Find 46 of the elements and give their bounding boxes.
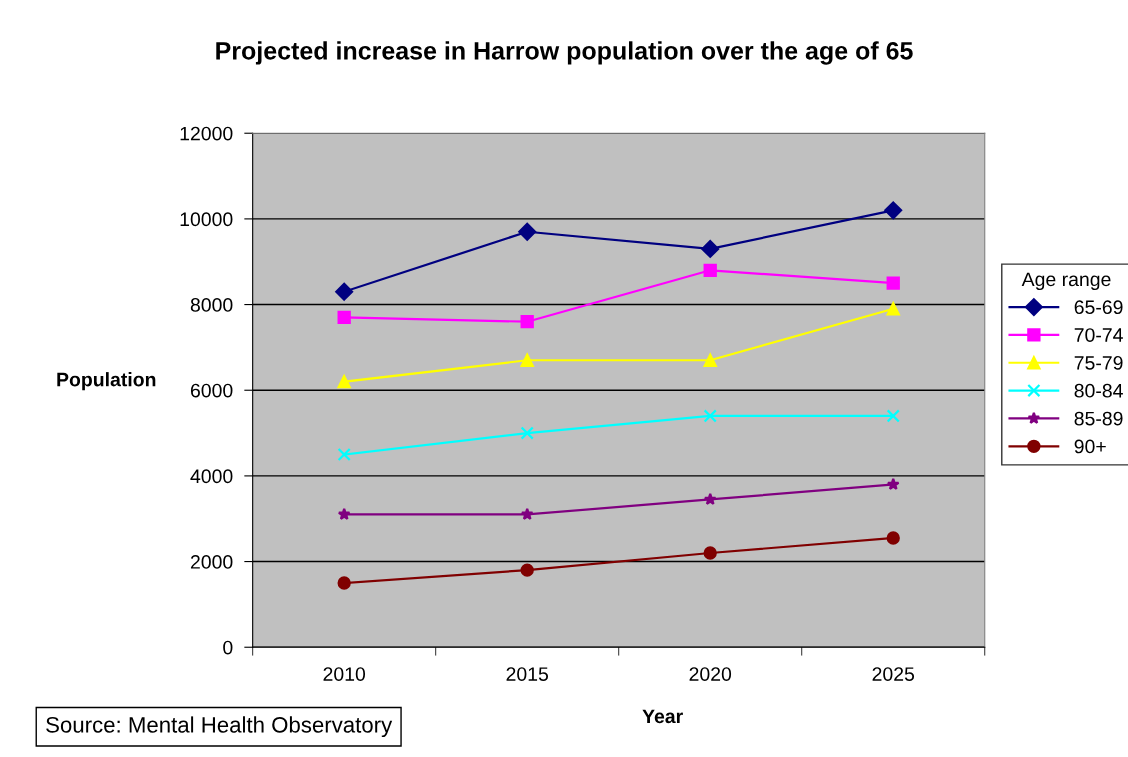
point [337,576,351,590]
source-note: Source: Mental Health Observatory [46,716,393,738]
point [703,409,717,423]
legend-label: 75-79 [1074,355,1123,370]
x-tick-label: 2025 [872,667,915,681]
y-axis-title: Population [57,372,156,391]
point [884,201,903,220]
y-tick-label: 10000 [180,212,233,227]
y-tick-label: 4000 [190,469,233,484]
x-tick-label: 2010 [323,667,366,681]
legend-label: 65-69 [1074,300,1123,315]
x-tick-label: 2015 [506,667,549,681]
point [703,263,717,277]
point [701,239,720,258]
point [886,409,900,423]
point [886,531,900,545]
point [520,563,534,577]
legend-label: 90+ [1074,439,1106,454]
y-tick-label: 8000 [190,298,233,312]
y-tick-label: 6000 [190,383,233,398]
x-axis-title: Year [642,709,683,724]
point [703,353,717,367]
point [518,222,537,241]
legend-label: 80-84 [1074,383,1123,398]
point [886,276,900,290]
x-tick-label: 2020 [689,667,732,681]
point [703,492,717,506]
point [703,546,717,560]
point [520,353,534,367]
point [886,302,900,316]
point [337,375,351,389]
y-tick-label: 0 [223,640,233,655]
point [337,447,351,462]
y-tick-label: 2000 [190,555,233,569]
point [520,315,534,329]
point [886,477,900,491]
point [520,507,534,521]
legend-label: 85-89 [1074,411,1123,426]
point [337,310,351,325]
chart-title: Projected increase in Harrow population over the age of 65 [216,41,913,65]
point [520,426,534,440]
legend-label: 70-74 [1074,328,1123,342]
y-tick-label: 12000 [180,126,233,141]
point [337,507,351,521]
point [335,282,354,301]
legend-title: Age range [1021,272,1111,291]
